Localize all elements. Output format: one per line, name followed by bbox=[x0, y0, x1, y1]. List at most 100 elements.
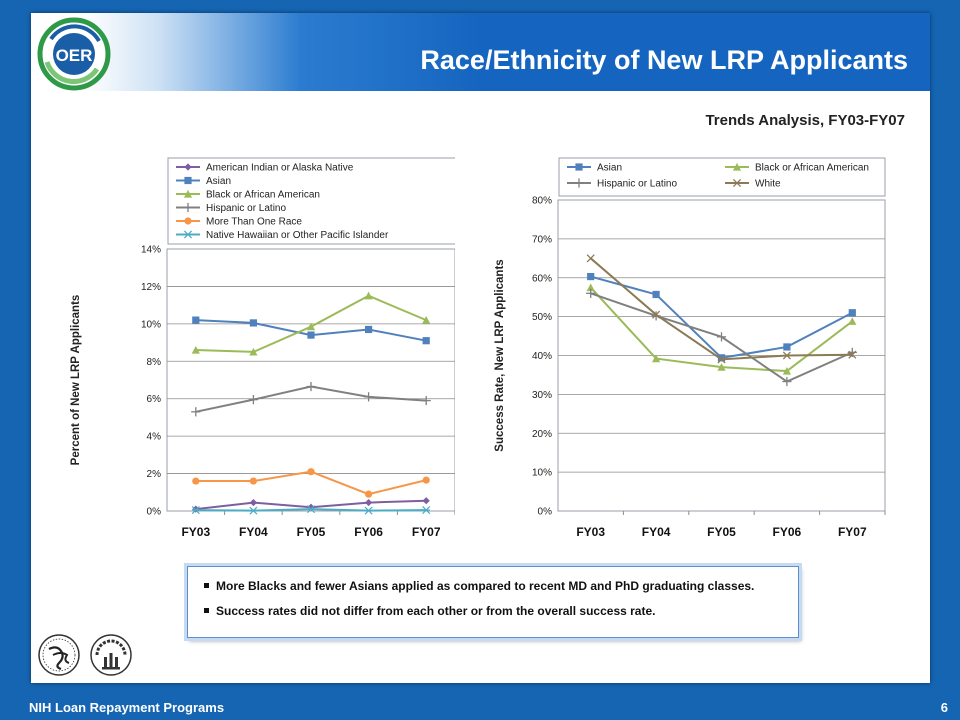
data-point bbox=[717, 354, 726, 362]
data-point bbox=[365, 498, 373, 507]
legend-marker bbox=[184, 176, 192, 185]
data-point bbox=[192, 477, 200, 485]
page-number: 6 bbox=[940, 700, 948, 715]
legend-label: American Indian or Alaska Native bbox=[206, 163, 354, 174]
data-point bbox=[652, 290, 660, 299]
y-tick-label: 2% bbox=[147, 469, 162, 480]
legend-marker bbox=[575, 163, 583, 171]
y-tick-label: 0% bbox=[147, 507, 162, 518]
logo-text: OER bbox=[56, 46, 93, 65]
data-point bbox=[422, 497, 430, 505]
page-title: Race/Ethnicity of New LRP Applicants bbox=[420, 45, 908, 75]
y-tick-label: 4% bbox=[147, 432, 162, 443]
legend-label: White bbox=[755, 179, 781, 190]
x-tick-label: FY06 bbox=[354, 525, 383, 539]
data-point bbox=[307, 331, 315, 339]
y-tick-label: 12% bbox=[141, 282, 161, 293]
data-point bbox=[782, 376, 792, 387]
legend-marker bbox=[732, 162, 742, 171]
y-tick-label: 80% bbox=[532, 196, 552, 207]
data-point bbox=[717, 355, 726, 364]
legend-marker bbox=[183, 202, 193, 213]
legend-marker bbox=[574, 178, 584, 188]
data-point bbox=[307, 468, 315, 476]
data-point bbox=[587, 272, 595, 281]
data-point bbox=[848, 350, 857, 359]
callout-bullet: Success rates did not differ from each o… bbox=[204, 604, 798, 618]
legend-marker bbox=[183, 230, 193, 239]
callout-box: More Blacks and fewer Asians applied as … bbox=[187, 566, 799, 638]
y-tick-label: 14% bbox=[141, 245, 161, 256]
data-point bbox=[365, 490, 373, 498]
y-tick-label: 20% bbox=[532, 429, 552, 440]
y-tick-label: 10% bbox=[532, 468, 552, 479]
data-point bbox=[422, 316, 431, 324]
data-point bbox=[249, 506, 258, 515]
data-point bbox=[652, 354, 661, 363]
legend-label: Black or African American bbox=[755, 163, 869, 174]
data-point bbox=[191, 407, 201, 417]
legend-label: More Than One Race bbox=[206, 217, 302, 228]
y-tick-label: 70% bbox=[532, 234, 552, 245]
data-point bbox=[422, 337, 430, 345]
x-tick-label: FY05 bbox=[297, 525, 326, 539]
data-point bbox=[782, 351, 791, 360]
data-point bbox=[192, 505, 200, 513]
header-banner: OER Race/Ethnicity of New LRP Applicants bbox=[31, 13, 930, 91]
x-tick-label: FY05 bbox=[707, 525, 736, 539]
oer-logo: OER bbox=[37, 17, 111, 91]
y-tick-label: 30% bbox=[532, 390, 552, 401]
y-tick-label: 10% bbox=[141, 319, 161, 330]
slide: OER Race/Ethnicity of New LRP Applicants… bbox=[31, 13, 930, 683]
legend-marker bbox=[183, 189, 193, 198]
y-tick-label: 50% bbox=[532, 312, 552, 323]
nih-logo bbox=[90, 634, 132, 676]
hhs-logo bbox=[38, 634, 80, 676]
legend-box bbox=[558, 157, 886, 197]
data-point bbox=[191, 345, 200, 354]
data-point bbox=[306, 322, 316, 331]
data-point bbox=[249, 498, 257, 507]
data-point bbox=[364, 506, 373, 515]
subtitle: Trends Analysis, FY03-FY07 bbox=[705, 112, 905, 129]
data-point bbox=[848, 309, 856, 317]
data-point bbox=[783, 343, 791, 351]
data-point bbox=[364, 392, 374, 402]
legend-label: Asian bbox=[206, 176, 231, 187]
y-axis-label: Success Rate, New LRP Applicants bbox=[494, 259, 506, 451]
y-tick-label: 40% bbox=[532, 351, 552, 362]
footer-program-name: NIH Loan Repayment Programs bbox=[29, 700, 225, 715]
legend-box bbox=[167, 157, 455, 245]
y-tick-label: 6% bbox=[147, 394, 162, 405]
data-point bbox=[422, 506, 431, 515]
legend-label: Hispanic or Latino bbox=[597, 179, 677, 190]
legend-marker bbox=[732, 178, 742, 188]
y-axis-label: Percent of New LRP Applicants bbox=[70, 295, 82, 466]
data-point bbox=[586, 288, 596, 298]
chart-success-rate: Asian Black or African American Hispanic o… bbox=[494, 157, 886, 539]
data-point bbox=[249, 319, 257, 327]
callout-bullet: More Blacks and fewer Asians applied as … bbox=[204, 579, 798, 593]
legend-label: Hispanic or Latino bbox=[206, 203, 286, 214]
legend-label: Asian bbox=[597, 163, 622, 174]
data-point bbox=[717, 363, 726, 371]
plot-area bbox=[166, 248, 455, 512]
x-tick-label: FY07 bbox=[838, 525, 867, 539]
data-point bbox=[249, 477, 257, 485]
x-tick-label: FY03 bbox=[181, 525, 210, 539]
y-tick-label: 60% bbox=[532, 273, 552, 284]
data-point bbox=[782, 366, 791, 375]
data-point bbox=[586, 254, 595, 263]
data-point bbox=[422, 476, 430, 484]
data-point bbox=[306, 381, 316, 392]
x-tick-label: FY07 bbox=[412, 525, 441, 539]
data-point bbox=[365, 325, 373, 334]
x-tick-label: FY03 bbox=[576, 525, 605, 539]
data-point bbox=[848, 317, 857, 325]
y-tick-label: 0% bbox=[538, 507, 553, 518]
data-point bbox=[652, 310, 661, 319]
data-point bbox=[248, 395, 258, 405]
x-tick-label: FY04 bbox=[642, 525, 671, 539]
y-tick-label: 8% bbox=[147, 357, 162, 368]
data-point bbox=[421, 395, 431, 406]
